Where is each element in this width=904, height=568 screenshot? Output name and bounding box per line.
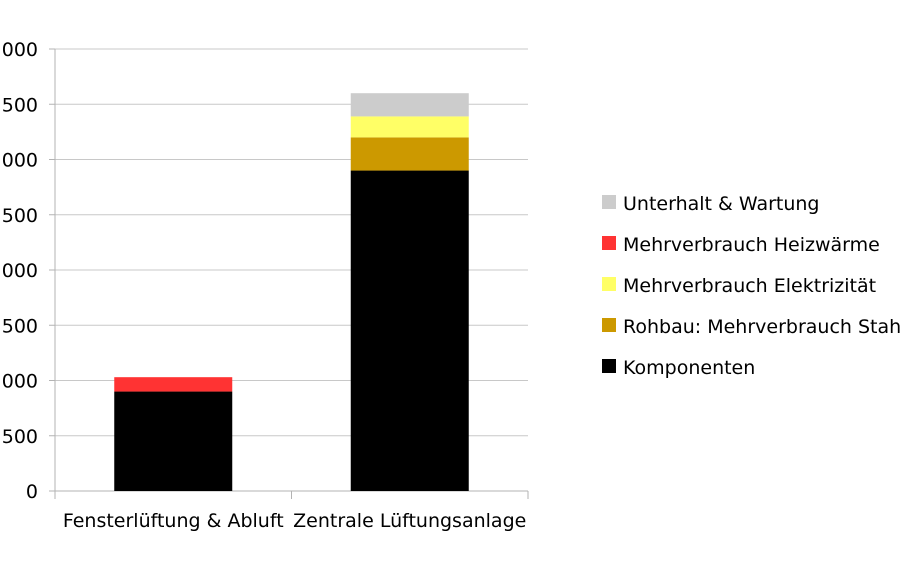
bar-segment (114, 391, 233, 491)
legend-swatch (602, 318, 616, 332)
y-tick-label: 500 (2, 94, 38, 116)
y-tick-label: 500 (2, 426, 38, 448)
legend-label: Komponenten (623, 357, 755, 379)
y-tick-label: 000 (2, 150, 38, 172)
legend-swatch (602, 277, 616, 291)
legend-label: Mehrverbrauch Elektrizität (623, 275, 876, 297)
x-tick-label: Fensterlüftung & Abluft (63, 510, 284, 532)
legend-label: Unterhalt & Wartung (623, 193, 820, 215)
bar-segment (350, 137, 469, 171)
y-tick-label: 000 (2, 371, 38, 393)
legend-label: Mehrverbrauch Heizwärme (623, 234, 880, 256)
y-tick-label: 000 (2, 39, 38, 61)
bar-segment (350, 116, 469, 138)
legend-swatch (602, 195, 616, 209)
bar-segment (350, 93, 469, 117)
legend-label: Rohbau: Mehrverbrauch Stah (623, 316, 901, 338)
x-tick-label: Zentrale Lüftungsanlage (293, 510, 526, 532)
legend-swatch (602, 359, 616, 373)
bar-segment (114, 377, 233, 392)
bar-segment (350, 170, 469, 492)
legend-swatch (602, 236, 616, 250)
y-tick-label: 500 (2, 315, 38, 337)
y-tick-label: 500 (2, 205, 38, 227)
y-tick-label: 000 (2, 260, 38, 282)
y-tick-label: 0 (26, 481, 38, 503)
